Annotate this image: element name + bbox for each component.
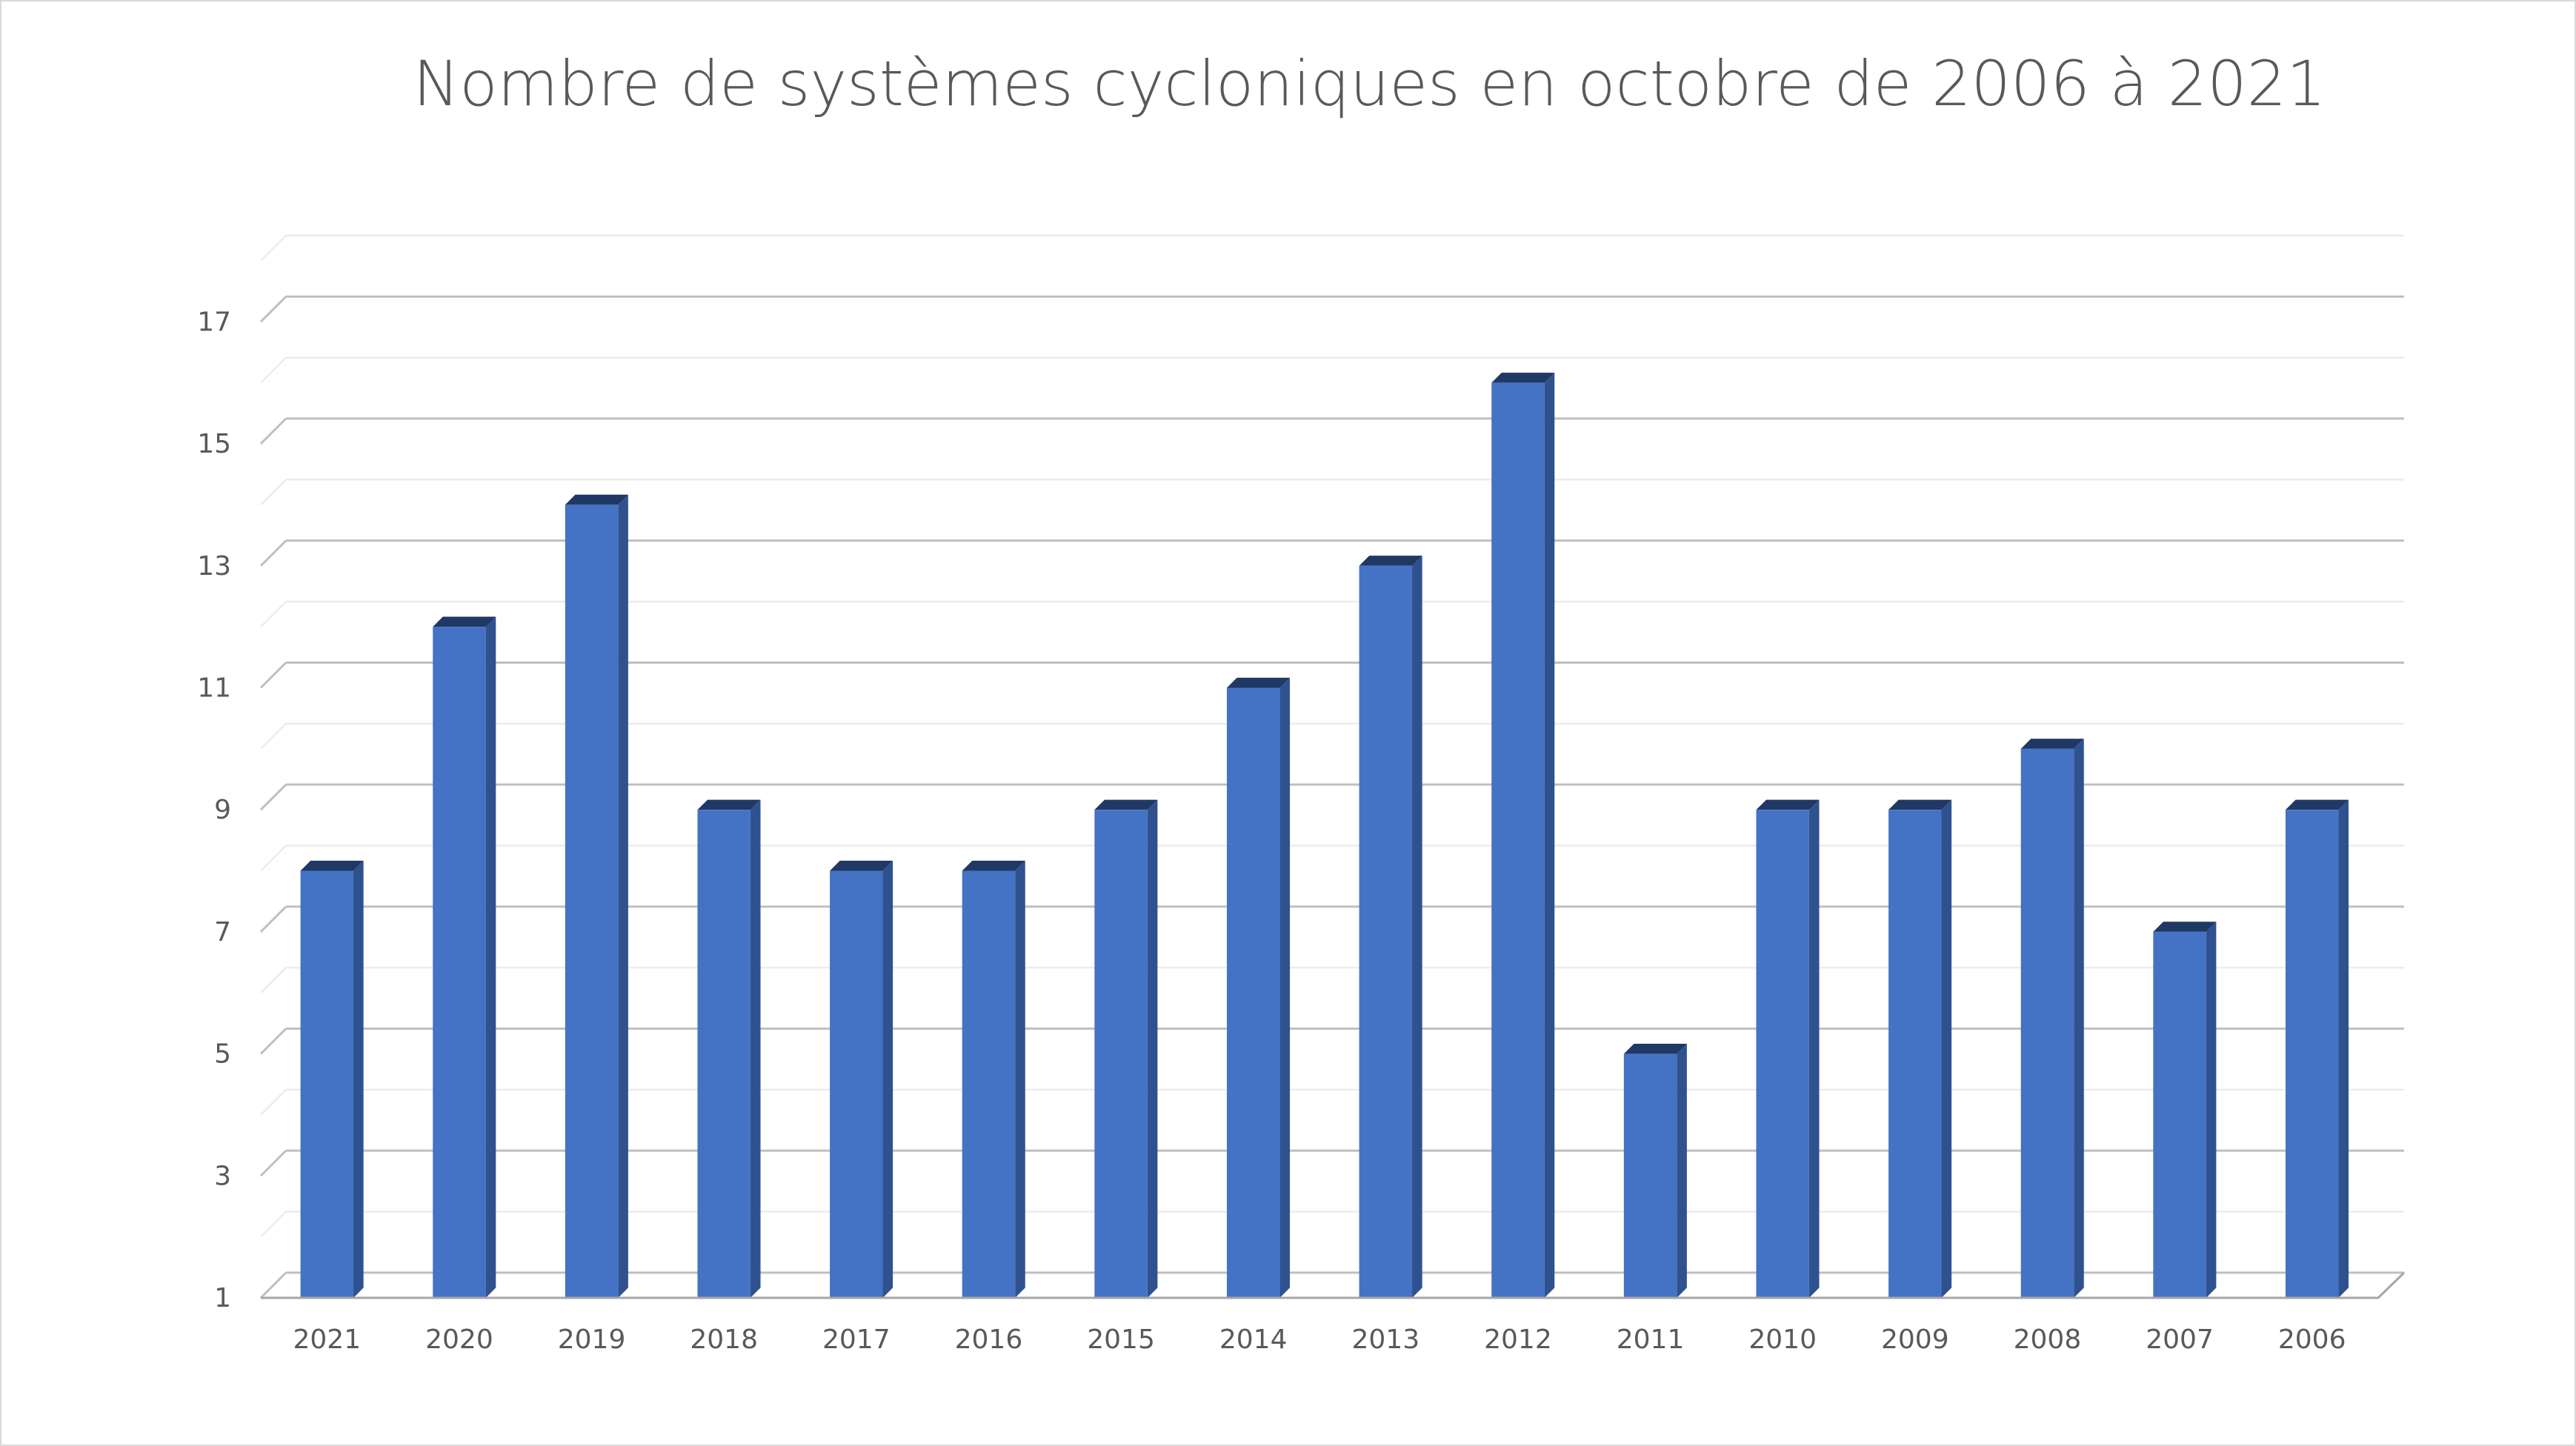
x-tick-label: 2020 (425, 1325, 493, 1355)
x-tick-label: 2007 (2146, 1325, 2214, 1355)
bar (1623, 1043, 1687, 1298)
bar (2153, 922, 2217, 1298)
y-tick-label: 5 (214, 1039, 231, 1070)
x-tick-label: 2016 (955, 1325, 1023, 1355)
x-tick-label: 2009 (1881, 1325, 1949, 1355)
bar (565, 494, 628, 1298)
gridline (260, 479, 2404, 506)
x-tick-label: 2021 (293, 1325, 362, 1355)
bar (433, 616, 496, 1298)
x-tick-label: 2011 (1617, 1325, 1685, 1355)
chart-title: Nombre de systèmes cycloniques en octobr… (413, 47, 2326, 120)
bar (2020, 739, 2084, 1298)
bar (962, 860, 1025, 1298)
y-tick-label: 13 (197, 551, 231, 582)
x-tick-label: 2012 (1484, 1325, 1552, 1355)
gridline (260, 600, 2404, 628)
bar (1491, 373, 1555, 1299)
x-axis-ticks: 2021 2020 2019 2018 2017 2016 2015 2014 2013 2012… (293, 1325, 2346, 1355)
y-tick-label: 9 (214, 795, 231, 825)
y-tick-label: 17 (197, 307, 231, 337)
x-tick-label: 2015 (1087, 1325, 1155, 1355)
gridline (259, 661, 2404, 689)
bar (830, 860, 893, 1298)
gridline (259, 295, 2404, 323)
bar (1359, 556, 1422, 1298)
gridline (260, 234, 2404, 261)
x-axis (261, 1271, 2406, 1299)
bar (300, 860, 364, 1298)
gridline (260, 356, 2404, 384)
y-tick-label: 7 (214, 917, 231, 947)
y-tick-label: 15 (197, 429, 231, 459)
x-tick-label: 2018 (690, 1325, 758, 1355)
x-tick-label: 2017 (822, 1325, 891, 1355)
y-tick-label: 3 (214, 1161, 231, 1191)
x-tick-label: 2008 (2014, 1325, 2082, 1355)
gridline (260, 722, 2404, 750)
bar (1756, 799, 1820, 1298)
gridline (259, 539, 2404, 567)
x-tick-label: 2006 (2278, 1325, 2346, 1355)
x-tick-label: 2014 (1219, 1325, 1288, 1355)
y-tick-label: 1 (214, 1283, 231, 1313)
x-axis-line (261, 1271, 2406, 1299)
bar (1888, 799, 1952, 1298)
bar (1226, 677, 1291, 1298)
bar (1094, 799, 1158, 1298)
x-tick-label: 2019 (558, 1325, 626, 1355)
bar (697, 799, 761, 1298)
gridline (259, 417, 2404, 445)
y-tick-label: 11 (197, 673, 231, 703)
x-tick-label: 2010 (1748, 1325, 1817, 1355)
bars (300, 373, 2349, 1299)
bar (2285, 799, 2349, 1298)
x-tick-label: 2013 (1352, 1325, 1420, 1355)
